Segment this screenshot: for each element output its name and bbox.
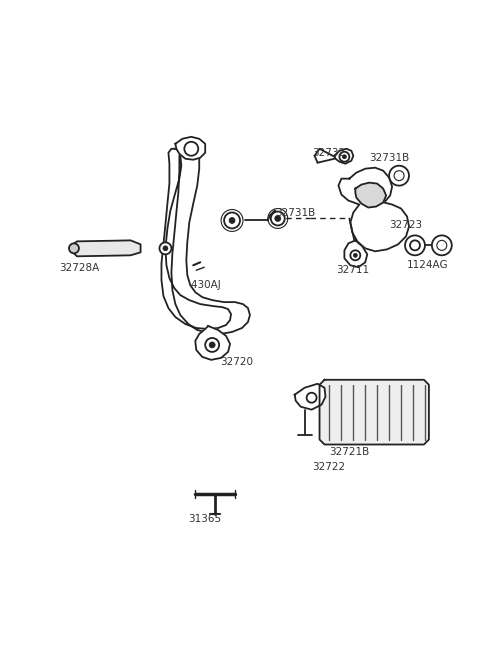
Circle shape [339, 152, 349, 162]
Circle shape [389, 166, 409, 186]
Polygon shape [320, 380, 429, 445]
Circle shape [159, 242, 171, 254]
Circle shape [405, 235, 425, 256]
Circle shape [350, 250, 360, 260]
Text: 1124AG: 1124AG [407, 260, 449, 270]
Polygon shape [338, 168, 409, 252]
Polygon shape [335, 148, 353, 164]
Text: '430AJ: '430AJ [188, 280, 221, 290]
Polygon shape [355, 183, 386, 208]
Circle shape [410, 240, 420, 250]
Text: 32731B: 32731B [275, 208, 315, 219]
Text: 32711: 32711 [336, 265, 370, 275]
Text: 32732: 32732 [312, 148, 346, 158]
Circle shape [184, 142, 198, 156]
Circle shape [224, 212, 240, 229]
Text: 31365: 31365 [188, 514, 221, 524]
Circle shape [205, 338, 219, 352]
Text: 32728A: 32728A [59, 263, 99, 273]
Polygon shape [73, 240, 141, 256]
Circle shape [432, 235, 452, 256]
Text: 32731B: 32731B [369, 152, 409, 163]
Circle shape [229, 217, 235, 223]
Circle shape [394, 171, 404, 181]
Text: 32722: 32722 [312, 463, 346, 472]
Circle shape [209, 342, 215, 348]
Text: 32723: 32723 [389, 221, 422, 231]
Text: 32720: 32720 [220, 357, 253, 367]
Polygon shape [344, 240, 367, 267]
Circle shape [69, 243, 79, 254]
Circle shape [342, 155, 347, 159]
Polygon shape [195, 326, 230, 360]
Polygon shape [161, 148, 250, 334]
Circle shape [437, 240, 447, 250]
Text: 32721B: 32721B [329, 447, 370, 457]
Circle shape [271, 212, 285, 225]
Polygon shape [295, 384, 325, 410]
Polygon shape [175, 137, 205, 160]
Circle shape [307, 393, 316, 403]
Circle shape [275, 215, 281, 221]
Circle shape [353, 254, 357, 258]
Circle shape [163, 246, 168, 251]
